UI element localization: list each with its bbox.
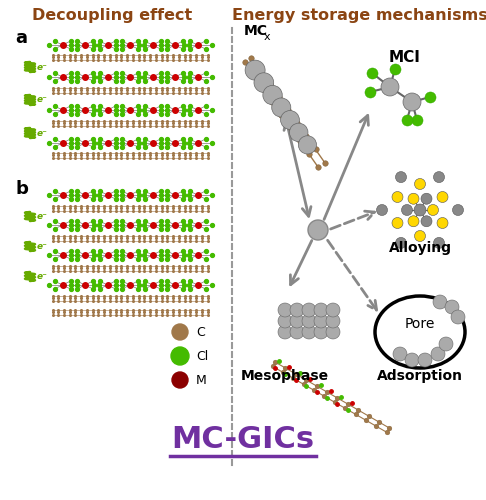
Circle shape	[290, 314, 304, 328]
Circle shape	[278, 325, 292, 339]
Circle shape	[326, 303, 340, 317]
Circle shape	[381, 78, 399, 96]
Circle shape	[451, 310, 465, 324]
Circle shape	[290, 123, 308, 142]
Circle shape	[245, 60, 265, 80]
Text: e⁻: e⁻	[36, 62, 48, 72]
Text: e⁻: e⁻	[36, 128, 48, 138]
Circle shape	[434, 238, 445, 248]
Text: e⁻: e⁻	[36, 272, 48, 281]
Circle shape	[314, 303, 328, 317]
Circle shape	[408, 216, 419, 227]
Circle shape	[171, 347, 189, 365]
Text: b: b	[15, 180, 28, 198]
Text: Decoupling effect: Decoupling effect	[32, 8, 192, 23]
Circle shape	[272, 98, 291, 117]
Text: Mesophase: Mesophase	[241, 369, 329, 383]
Circle shape	[302, 325, 316, 339]
Circle shape	[445, 300, 459, 314]
Circle shape	[314, 314, 328, 328]
Circle shape	[393, 347, 407, 361]
Text: M: M	[196, 374, 207, 386]
Circle shape	[439, 337, 453, 351]
Text: Cl: Cl	[196, 350, 208, 362]
Circle shape	[280, 110, 299, 130]
Circle shape	[403, 93, 421, 111]
Circle shape	[298, 136, 316, 154]
Circle shape	[308, 220, 328, 240]
Circle shape	[437, 218, 448, 228]
Circle shape	[437, 192, 448, 202]
Circle shape	[418, 353, 432, 367]
Text: MC: MC	[244, 24, 268, 38]
Text: C: C	[196, 326, 205, 338]
Circle shape	[401, 204, 413, 216]
Circle shape	[254, 73, 274, 92]
Text: MC-GICs: MC-GICs	[172, 426, 314, 454]
Circle shape	[377, 204, 387, 216]
Text: x: x	[264, 32, 271, 42]
Text: e⁻: e⁻	[36, 96, 48, 104]
Circle shape	[302, 303, 316, 317]
Circle shape	[415, 178, 426, 190]
Circle shape	[172, 324, 188, 340]
Circle shape	[278, 314, 292, 328]
Circle shape	[392, 218, 403, 228]
Circle shape	[326, 314, 340, 328]
Circle shape	[290, 325, 304, 339]
Circle shape	[278, 303, 292, 317]
Text: e⁻: e⁻	[36, 242, 48, 251]
Circle shape	[428, 204, 438, 216]
Text: Adsorption: Adsorption	[377, 369, 463, 383]
Circle shape	[290, 303, 304, 317]
Circle shape	[421, 193, 432, 204]
Circle shape	[405, 353, 419, 367]
Text: Energy storage mechanisms: Energy storage mechanisms	[232, 8, 486, 23]
Circle shape	[421, 216, 432, 227]
Circle shape	[302, 314, 316, 328]
Text: e⁻: e⁻	[36, 212, 48, 221]
Circle shape	[433, 295, 447, 309]
Text: Pore: Pore	[405, 317, 435, 331]
Text: a: a	[15, 29, 27, 47]
Circle shape	[408, 193, 419, 204]
Circle shape	[172, 372, 188, 388]
Circle shape	[314, 325, 328, 339]
Circle shape	[326, 325, 340, 339]
Circle shape	[415, 230, 426, 241]
Text: MCI: MCI	[389, 50, 421, 65]
Circle shape	[431, 347, 445, 361]
Circle shape	[434, 172, 445, 182]
Circle shape	[263, 86, 282, 105]
Circle shape	[452, 204, 464, 216]
Circle shape	[414, 204, 426, 216]
Text: Alloying: Alloying	[388, 241, 451, 255]
Circle shape	[396, 238, 406, 248]
Circle shape	[392, 192, 403, 202]
Circle shape	[396, 172, 406, 182]
